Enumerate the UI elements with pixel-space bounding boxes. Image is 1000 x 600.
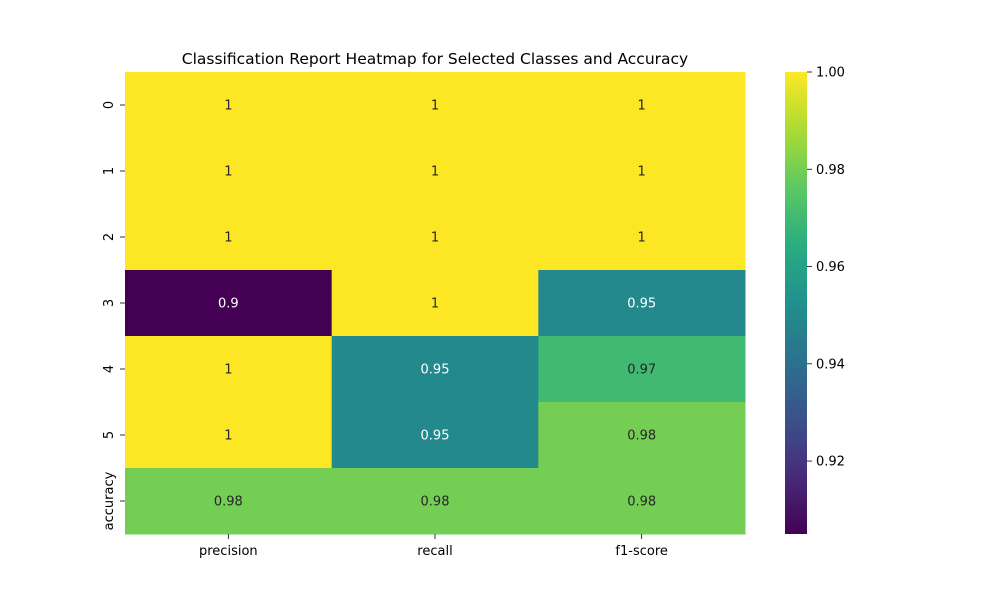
cell-value-label: 1 [431, 99, 439, 114]
colorbar-tick-label: 0.96 [816, 260, 845, 275]
cell-value-label: 0.98 [214, 495, 243, 510]
heatmap-cells [125, 72, 746, 535]
heatmap-cell [331, 204, 539, 271]
heatmap-cell [331, 402, 539, 469]
cell-value-label: 0.98 [627, 429, 656, 444]
cell-value-label: 1 [431, 297, 439, 312]
cell-value-label: 1 [431, 165, 439, 180]
y-axis: 0 1 2 3 4 5 accuracy [102, 101, 125, 530]
cell-value-label: 0.95 [627, 297, 656, 312]
heatmap-cell [331, 270, 539, 337]
heatmap-cell [331, 468, 539, 535]
y-tick-label: 3 [102, 299, 117, 307]
y-tick-label: accuracy [102, 471, 117, 530]
y-tick-label: 0 [102, 101, 117, 109]
heatmap-cell [125, 72, 333, 139]
cell-value-label: 1 [638, 165, 646, 180]
heatmap-cell [331, 336, 539, 403]
y-tick-label: 1 [102, 167, 117, 175]
cell-value-label: 0.9 [218, 297, 239, 312]
chart-title: Classification Report Heatmap for Select… [182, 50, 688, 68]
heatmap-cell [538, 468, 746, 535]
heatmap-cell [331, 138, 539, 205]
cell-value-label: 1 [638, 231, 646, 246]
x-axis: precision recall f1-score [199, 534, 668, 559]
cell-value-label: 1 [224, 231, 232, 246]
heatmap-cell-labels: 1 1 1 1 1 1 1 1 1 0.9 1 0.95 1 0.95 0.97 1 0.95 0.98 0.98 0… [214, 99, 656, 510]
heatmap-cell [538, 402, 746, 469]
heatmap-cell [538, 270, 746, 337]
cell-value-label: 1 [224, 363, 232, 378]
cell-value-label: 1 [224, 165, 232, 180]
heatmap-cell [125, 270, 333, 337]
cell-value-label: 0.95 [421, 429, 450, 444]
heatmap-cell [538, 72, 746, 139]
heatmap-cell [125, 204, 333, 271]
heatmap-cell [125, 402, 333, 469]
colorbar-tick-label: 0.94 [816, 357, 845, 372]
colorbar-tick-label: 0.98 [816, 163, 845, 178]
x-tick-label: f1-score [615, 544, 667, 559]
colorbar-tick-label: 0.92 [816, 455, 845, 470]
y-tick-label: 5 [102, 431, 117, 439]
colorbar: 0.92 0.94 0.96 0.98 1.00 [785, 66, 845, 534]
cell-value-label: 0.98 [627, 495, 656, 510]
cell-value-label: 1 [431, 231, 439, 246]
cell-value-label: 0.97 [627, 363, 656, 378]
x-tick-label: recall [417, 544, 452, 559]
cell-value-label: 1 [224, 99, 232, 114]
heatmap-cell [125, 138, 333, 205]
cell-value-label: 1 [224, 429, 232, 444]
colorbar-tick-label: 1.00 [816, 66, 845, 81]
heatmap-cell [538, 138, 746, 205]
colorbar-gradient [785, 72, 807, 534]
heatmap-cell [125, 336, 333, 403]
heatmap-cell [538, 204, 746, 271]
heatmap-cell [331, 72, 539, 139]
cell-value-label: 0.95 [421, 363, 450, 378]
y-tick-label: 2 [102, 233, 117, 241]
heatmap-cell [538, 336, 746, 403]
cell-value-label: 0.98 [421, 495, 450, 510]
cell-value-label: 1 [638, 99, 646, 114]
y-tick-label: 4 [102, 365, 117, 373]
heatmap-cell [125, 468, 333, 535]
x-tick-label: precision [199, 544, 258, 559]
